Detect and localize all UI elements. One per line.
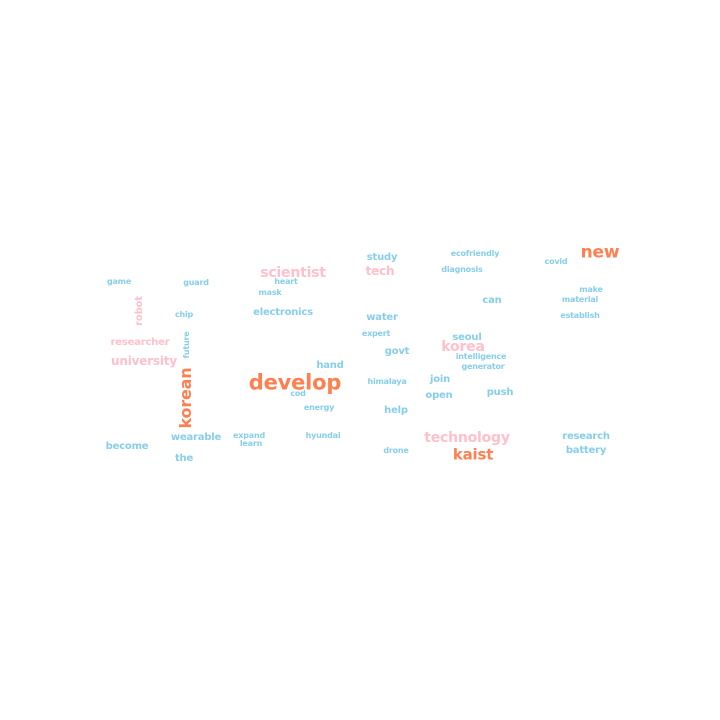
word-make: make	[579, 285, 603, 294]
word-govt: govt	[384, 346, 410, 357]
word-expand: expand	[233, 431, 265, 440]
word-university: university	[111, 354, 177, 368]
word-researcher: researcher	[110, 337, 170, 348]
word-study: study	[366, 252, 398, 263]
word-research: research	[562, 431, 610, 442]
word-robot: robot	[134, 296, 145, 326]
word-water: water	[366, 312, 398, 323]
word-guard: guard	[183, 278, 209, 287]
word-energy: energy	[303, 403, 335, 412]
word-game: game	[106, 277, 132, 286]
word-develop: develop	[248, 370, 342, 395]
word-hyundai: hyundai	[305, 431, 341, 440]
word-push: push	[486, 387, 514, 398]
word-expert: expert	[361, 329, 391, 338]
word-drone: drone	[383, 446, 409, 455]
word-future: future	[182, 331, 191, 359]
word-hand: hand	[316, 360, 344, 371]
word-join: join	[429, 374, 451, 385]
word-the: the	[174, 453, 194, 464]
word-electronics: electronics	[253, 307, 313, 318]
word-technology: technology	[424, 430, 510, 446]
word-become: become	[105, 441, 149, 452]
word-korean: korean	[176, 367, 195, 429]
word-learn: learn	[239, 439, 263, 448]
word-open: open	[425, 390, 453, 401]
word-can: can	[482, 295, 502, 306]
word-kaist: kaist	[452, 445, 494, 464]
word-material: material	[561, 295, 599, 304]
word-ecofriendly: ecofriendly	[450, 249, 500, 258]
word-himalaya: himalaya	[367, 377, 407, 386]
word-generator: generator	[461, 362, 505, 371]
word-tech: tech	[365, 264, 395, 278]
word-mask: mask	[258, 288, 282, 297]
word-diagnosis: diagnosis	[441, 265, 483, 274]
word-heart: heart	[274, 277, 298, 286]
word-establish: establish	[560, 311, 600, 320]
word-covid: covid	[544, 257, 568, 266]
word-intelligence: intelligence	[455, 352, 507, 361]
word-wearable: wearable	[170, 432, 222, 443]
word-seoul: seoul	[452, 332, 482, 343]
word-help: help	[384, 405, 408, 416]
word-battery: battery	[565, 445, 607, 456]
word-korea: korea	[441, 339, 485, 355]
word-scientist: scientist	[260, 265, 326, 281]
word-chip: chip	[174, 310, 194, 319]
word-cod: cod	[290, 389, 306, 398]
word-new: new	[580, 242, 620, 263]
